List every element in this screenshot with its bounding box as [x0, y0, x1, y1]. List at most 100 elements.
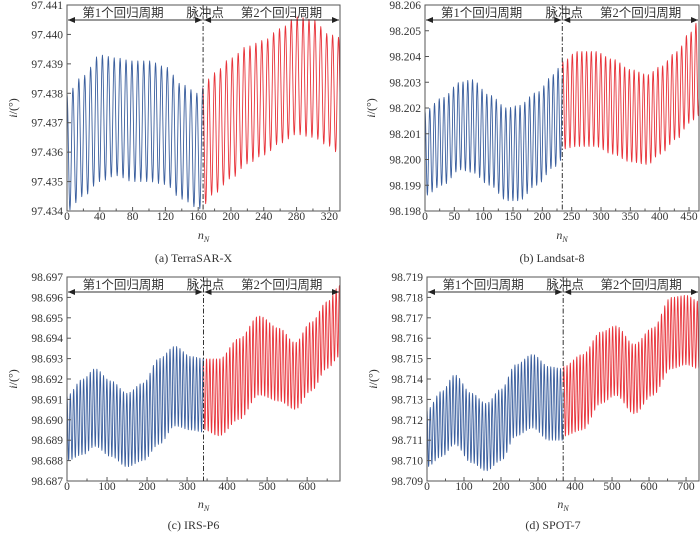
y-axis-label: i/(°): [6, 369, 20, 388]
arrow-head: [195, 289, 203, 295]
y-tick-label: 98.692: [31, 374, 63, 386]
x-tick-label: 0: [64, 211, 70, 223]
y-axis-label-symbol: i: [6, 114, 20, 117]
x-axis-label: nN: [198, 228, 210, 244]
series-group: [425, 22, 699, 202]
x-tick-label: 0: [64, 481, 70, 493]
x-tick-label: 400: [218, 481, 236, 493]
series-line-after-pulse: [561, 22, 699, 165]
arrow-head: [691, 17, 698, 23]
y-tick-label: 98.688: [31, 456, 63, 468]
y-tick-label: 98.714: [391, 374, 423, 386]
y-tick-label: 98.687: [31, 476, 63, 488]
arrow-head: [426, 17, 433, 23]
x-tick-label: 300: [592, 211, 610, 223]
x-tick-label: 160: [190, 211, 208, 223]
annotation-pulse-point: 脉冲点: [546, 277, 584, 292]
x-tick-label: 400: [566, 481, 584, 493]
x-axis-label-symbol: n: [198, 497, 204, 511]
x-tick-label: 40: [94, 211, 106, 223]
y-axis-label-unit: /(°): [364, 98, 378, 114]
arrow-head: [204, 289, 212, 295]
x-tick-label: 400: [651, 211, 669, 223]
y-tick-label: 97.437: [31, 118, 63, 130]
x-tick-label: 600: [640, 481, 658, 493]
x-tick-label: 450: [680, 211, 698, 223]
y-axis-label-unit: /(°): [6, 98, 20, 114]
arrow-head: [68, 289, 75, 295]
series-line-after-pulse: [203, 285, 340, 437]
annotation-pulse-point: 脉冲点: [186, 5, 224, 20]
x-axis-label-symbol: n: [556, 228, 562, 242]
arrow-head: [204, 17, 212, 23]
series-line-before-pulse: [427, 354, 564, 472]
y-tick-label: 97.435: [31, 177, 63, 189]
x-axis-label-subscript: N: [561, 235, 568, 244]
annotation-period1: 第1个回归周期: [82, 6, 163, 20]
y-tick-label: 97.441: [31, 0, 63, 12]
y-tick-label: 98.712: [391, 415, 423, 427]
annotation-period2: 第2个回归周期: [241, 278, 322, 292]
arrow-head: [428, 289, 435, 295]
x-tick-label: 500: [603, 481, 621, 493]
x-tick-label: 500: [259, 481, 277, 493]
y-tick-label: 98.206: [389, 0, 421, 12]
y-tick-label: 98.198: [389, 206, 421, 218]
y-tick-label: 98.718: [391, 292, 423, 304]
arrow-head: [564, 289, 572, 295]
y-tick-label: 97.439: [31, 59, 63, 71]
arrow-head: [555, 289, 563, 295]
y-tick-label: 98.695: [31, 313, 63, 325]
series-line-before-pulse: [425, 67, 563, 202]
series-line-before-pulse: [67, 54, 204, 211]
y-axis-label-unit: /(°): [6, 369, 20, 385]
x-tick-label: 200: [492, 481, 510, 493]
y-axis-label: i/(°): [366, 369, 380, 388]
y-tick-label: 98.711: [392, 435, 423, 447]
y-axis-label-symbol: i: [364, 114, 378, 117]
x-tick-label: 50: [449, 211, 461, 223]
y-tick-label: 98.694: [31, 333, 63, 345]
x-tick-label: 150: [504, 211, 522, 223]
y-tick-label: 97.434: [31, 206, 63, 218]
x-axis-label: nN: [557, 497, 569, 513]
series-group: [67, 285, 340, 468]
y-tick-label: 98.710: [391, 456, 423, 468]
x-tick-label: 0: [422, 211, 428, 223]
y-tick-label: 98.696: [31, 292, 63, 304]
chart-caption: (b) Landsat-8: [520, 251, 585, 265]
x-axis-label-symbol: n: [557, 497, 563, 511]
y-tick-label: 97.436: [31, 147, 63, 159]
arrow-head: [332, 289, 339, 295]
y-tick-label: 98.199: [389, 180, 421, 192]
x-tick-label: 200: [534, 211, 552, 223]
x-axis-label-subscript: N: [203, 235, 210, 244]
y-tick-label: 97.440: [31, 29, 63, 41]
x-tick-label: 300: [178, 481, 196, 493]
arrow-head: [332, 17, 339, 23]
x-axis-label-subscript: N: [562, 504, 569, 513]
arrow-head: [563, 17, 571, 23]
chart-a: 0 40 80 120 160 200 240 280 320 97.434 97.435 97.43…: [6, 0, 341, 265]
x-tick-label: 100: [475, 211, 493, 223]
annotation-period1: 第1个回归周期: [441, 6, 522, 20]
y-tick-label: 97.438: [31, 88, 63, 100]
y-axis-label-unit: /(°): [366, 369, 380, 385]
y-tick-label: 98.203: [389, 77, 421, 89]
series-line-before-pulse: [67, 346, 204, 468]
y-tick-label: 98.716: [391, 333, 423, 345]
x-tick-label: 320: [321, 211, 339, 223]
series-line-after-pulse: [202, 16, 340, 205]
x-tick-label: 350: [622, 211, 640, 223]
chart-b: 0 50 100 150 200 250 300 350 400 450 98.198 98.199 9…: [364, 0, 700, 265]
y-axis-label: i/(°): [364, 98, 378, 117]
annotation-period2: 第2个回归周期: [241, 6, 322, 20]
x-axis-label: nN: [198, 497, 210, 513]
y-tick-label: 98.202: [389, 103, 421, 115]
annotation-pulse-point: 脉冲点: [187, 277, 225, 292]
x-tick-label: 100: [455, 481, 473, 493]
chart-caption: (d) SPOT-7: [525, 518, 580, 532]
y-tick-label: 98.205: [389, 26, 421, 38]
annotation-period1: 第1个回归周期: [442, 278, 523, 292]
